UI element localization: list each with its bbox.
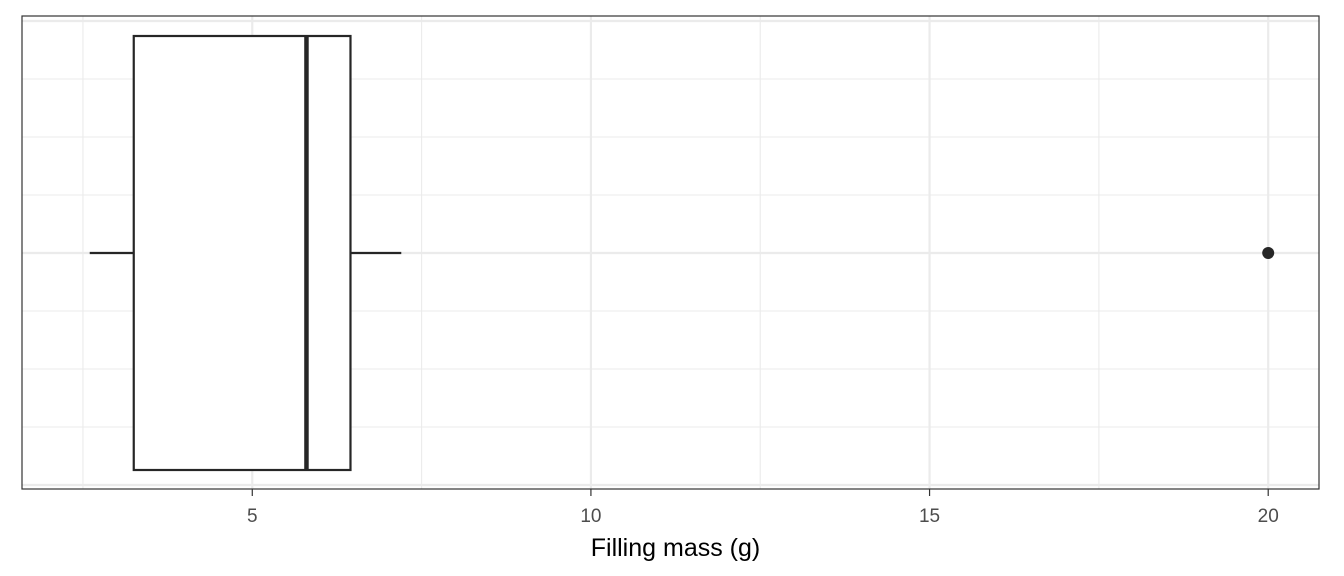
box-layer [89,34,1275,472]
x-tick-label: 20 [1258,506,1279,527]
iqr-box [132,34,352,472]
panel-border [21,15,1320,490]
x-axis: 5 10 15 20 [247,489,1279,527]
outlier-point [1262,247,1275,259]
x-tick-label: 5 [247,506,258,527]
x-axis-title: Filling mass (g) [591,534,760,562]
x-tick-label: 15 [919,506,940,527]
x-tick-label: 10 [580,506,601,527]
